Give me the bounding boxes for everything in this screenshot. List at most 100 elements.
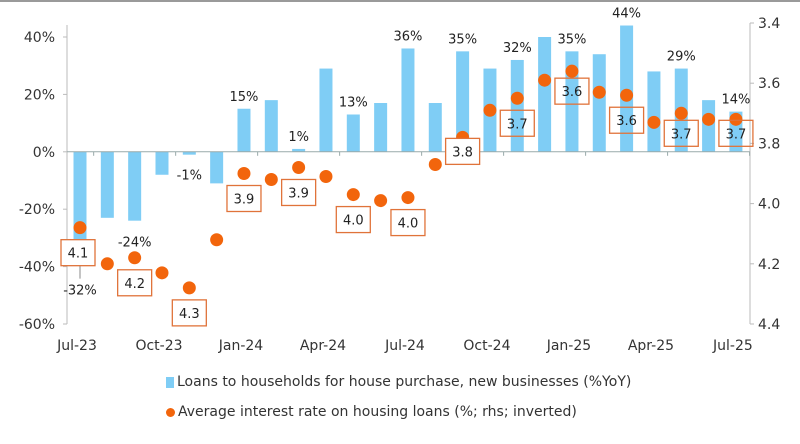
rate-dot-Aug-24 [428, 157, 442, 171]
rate-data-label: 4.0 [398, 217, 419, 232]
rate-dot-Nov-23 [182, 281, 196, 295]
bar-data-label: -24% [118, 236, 152, 251]
left-tick-label: 20% [24, 87, 55, 103]
bar-Nov-23 [182, 151, 196, 155]
rate-label-box [390, 208, 426, 237]
bar-Dec-23 [210, 151, 224, 184]
rate-dot-Feb-25 [592, 85, 606, 99]
left-tick-label: 0% [33, 145, 55, 161]
rate-dot-Feb-24 [264, 173, 278, 187]
rate-dot-May-25 [674, 106, 688, 120]
rate-label-box [335, 205, 371, 234]
x-tick-label: Jan-24 [218, 338, 264, 354]
bar-data-label: 32% [503, 41, 532, 56]
bar-data-label: 13% [339, 95, 368, 110]
rate-dot-Nov-24 [510, 91, 524, 105]
rate-dot-May-24 [346, 188, 360, 202]
right-tick-label: 3.4 [758, 16, 780, 32]
rate-dot-Sep-23 [128, 251, 142, 265]
bar-data-label: 1% [288, 130, 309, 145]
bar-Oct-23 [155, 151, 169, 175]
right-tick-label: 4.2 [758, 257, 780, 273]
right-tick-label: 3.6 [758, 76, 780, 92]
bar-Aug-23 [100, 151, 114, 218]
rate-data-label: 4.2 [124, 277, 145, 292]
bar-Mar-24 [292, 148, 306, 152]
bar-data-label: 14% [721, 93, 750, 108]
rate-data-label: 3.6 [562, 85, 583, 100]
x-tick-label: Oct-24 [463, 338, 510, 354]
rate-label-box [60, 239, 96, 267]
legend-dot-swatch [166, 407, 175, 417]
bar-Feb-25 [592, 54, 606, 152]
bar-Jun-25 [702, 100, 716, 152]
rate-dot-Aug-23 [100, 257, 114, 271]
bar-Apr-25 [647, 71, 661, 152]
rate-dot-Jun-24 [374, 194, 388, 208]
bar-Aug-24 [428, 103, 442, 152]
bar-data-label: 36% [394, 29, 423, 44]
bar-Sep-24 [456, 51, 470, 152]
rate-data-label: 3.7 [671, 127, 692, 142]
legend-label-rate: Average interest rate on housing loans (… [178, 404, 577, 420]
rate-data-label: 3.6 [616, 114, 637, 129]
rate-label-box [280, 178, 317, 207]
x-tick-label: Jul-25 [712, 338, 753, 354]
rate-label-box [608, 106, 645, 134]
rate-dot-Oct-24 [483, 103, 497, 117]
rate-label-box [117, 269, 153, 297]
x-tick-label: Jan-25 [546, 338, 591, 354]
x-tick-label: Apr-24 [300, 338, 346, 354]
bar-Feb-24 [264, 100, 278, 152]
bar-data-label: -32% [63, 284, 97, 299]
x-tick-label: Jul-24 [384, 338, 425, 354]
legend-item-loans: Loans to households for house purchase, … [166, 374, 631, 390]
rate-label-box [718, 119, 754, 147]
right-tick-label: 4.0 [758, 197, 780, 213]
x-tick-label: Oct-23 [135, 338, 182, 354]
rate-label-box [554, 77, 590, 105]
x-tick-label: Jul-23 [56, 338, 97, 354]
legend-item-rate: Average interest rate on housing loans (… [166, 404, 577, 420]
left-tick-label: -60% [19, 317, 55, 333]
bar-data-label: 35% [448, 32, 477, 47]
rate-data-label: 3.9 [234, 193, 255, 208]
rate-dot-Jul-24 [401, 191, 415, 205]
rate-dot-Jan-24 [237, 167, 251, 180]
top-border [0, 0, 800, 2]
rate-label-box [226, 184, 262, 213]
bar-Nov-24 [510, 59, 524, 152]
rate-data-label: 3.8 [452, 145, 473, 160]
bar-data-label: 15% [230, 90, 259, 105]
rate-dot-Apr-25 [647, 115, 661, 129]
rate-dot-Apr-24 [319, 170, 333, 184]
bar-data-label: 29% [667, 50, 696, 65]
bar-data-label: 35% [557, 32, 586, 47]
rate-data-label: 3.7 [726, 127, 747, 142]
rate-dot-Mar-25 [620, 88, 634, 102]
bar-Jul-23 [73, 151, 87, 244]
bar-Apr-24 [319, 68, 333, 152]
rate-label-box [663, 119, 699, 147]
rate-dot-Jan-25 [565, 64, 579, 78]
rate-label-box [444, 137, 481, 166]
legend-label-loans: Loans to households for house purchase, … [177, 374, 632, 390]
bar-Jan-24 [237, 108, 251, 152]
legend-bar-swatch [166, 376, 174, 388]
rate-data-label: 3.9 [288, 186, 309, 201]
left-tick-label: -20% [19, 202, 55, 218]
rate-dot-Jun-25 [702, 112, 716, 126]
left-tick-label: -40% [19, 260, 55, 276]
rate-dot-Dec-23 [210, 233, 224, 247]
bar-Jul-24 [401, 48, 415, 152]
bar-Sep-23 [128, 151, 142, 221]
rate-dot-Oct-23 [155, 266, 169, 280]
bar-data-label: 44% [612, 7, 641, 22]
rate-data-label: 3.7 [507, 117, 528, 132]
x-tick-label: Apr-25 [628, 338, 674, 354]
bar-Dec-24 [538, 37, 552, 152]
bar-Mar-25 [620, 25, 634, 152]
right-tick-label: 3.8 [758, 136, 780, 152]
rate-label-box [499, 109, 535, 137]
